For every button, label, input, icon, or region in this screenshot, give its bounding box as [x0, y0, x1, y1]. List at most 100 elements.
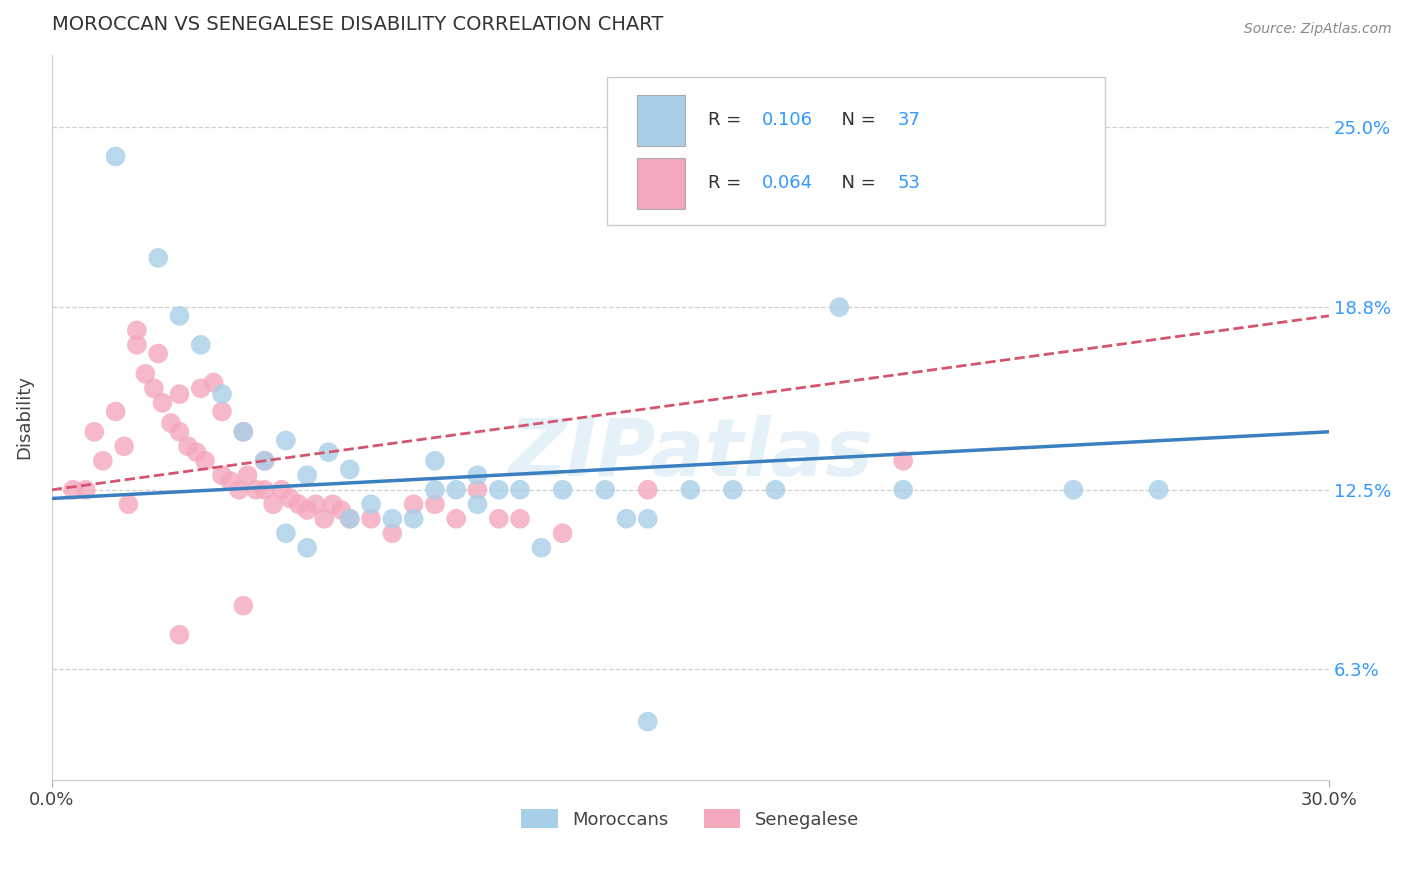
Point [295, 468, 318, 483]
Text: 0.106: 0.106 [762, 112, 813, 129]
Point [169, 628, 191, 642]
Point [152, 396, 174, 410]
Point [444, 483, 467, 497]
FancyBboxPatch shape [607, 77, 1105, 226]
Point [360, 512, 382, 526]
Point [125, 338, 148, 352]
Point [169, 425, 191, 439]
Point [891, 483, 914, 497]
Text: N =: N = [830, 174, 882, 193]
Point [295, 503, 318, 517]
Point [721, 483, 744, 497]
Point [765, 483, 787, 497]
Point [91, 454, 114, 468]
Point [467, 468, 489, 483]
Point [402, 512, 425, 526]
Point [169, 309, 191, 323]
Point [134, 367, 156, 381]
Point [616, 512, 638, 526]
Point [160, 416, 183, 430]
Point [423, 497, 446, 511]
Point [190, 381, 212, 395]
Point [891, 454, 914, 468]
Point [467, 497, 489, 511]
Point [190, 338, 212, 352]
Point [211, 387, 233, 401]
Point [186, 445, 208, 459]
Point [148, 251, 170, 265]
Point [125, 323, 148, 337]
Point [274, 526, 297, 541]
Text: R =: R = [709, 174, 747, 193]
Point [104, 404, 127, 418]
Point [339, 512, 361, 526]
Point [360, 497, 382, 511]
Point [62, 483, 84, 497]
Point [402, 497, 425, 511]
Text: N =: N = [830, 112, 882, 129]
Point [318, 445, 340, 459]
Point [83, 425, 105, 439]
Point [253, 454, 276, 468]
Point [467, 483, 489, 497]
Point [593, 483, 616, 497]
Point [211, 404, 233, 418]
Point [828, 300, 851, 314]
Point [148, 346, 170, 360]
Point [278, 491, 301, 506]
Point [444, 512, 467, 526]
Point [236, 468, 259, 483]
Point [232, 425, 254, 439]
Point [637, 512, 659, 526]
Legend: Moroccans, Senegalese: Moroccans, Senegalese [515, 802, 866, 836]
Point [339, 462, 361, 476]
Point [509, 512, 531, 526]
Point [551, 526, 574, 541]
Point [202, 376, 225, 390]
Point [551, 483, 574, 497]
Point [245, 483, 267, 497]
Point [488, 483, 510, 497]
Point [194, 454, 217, 468]
Point [177, 439, 200, 453]
Point [488, 512, 510, 526]
Text: MOROCCAN VS SENEGALESE DISABILITY CORRELATION CHART: MOROCCAN VS SENEGALESE DISABILITY CORREL… [52, 15, 664, 34]
Point [112, 439, 135, 453]
Text: 0.064: 0.064 [762, 174, 813, 193]
Point [679, 483, 702, 497]
Point [253, 454, 276, 468]
Point [322, 497, 344, 511]
Point [270, 483, 292, 497]
Point [253, 483, 276, 497]
Text: 53: 53 [897, 174, 920, 193]
Point [169, 387, 191, 401]
Bar [637, 95, 685, 145]
Point [104, 149, 127, 163]
Point [1062, 483, 1084, 497]
Point [423, 454, 446, 468]
Point [305, 497, 328, 511]
Point [314, 512, 336, 526]
Point [423, 483, 446, 497]
Point [381, 512, 404, 526]
Point [274, 434, 297, 448]
Y-axis label: Disability: Disability [15, 376, 32, 459]
Point [142, 381, 165, 395]
Point [381, 526, 404, 541]
Point [228, 483, 250, 497]
Point [295, 541, 318, 555]
Text: 37: 37 [897, 112, 920, 129]
Point [117, 497, 139, 511]
Point [509, 483, 531, 497]
Point [637, 714, 659, 729]
Point [339, 512, 361, 526]
Point [262, 497, 284, 511]
Bar [637, 158, 685, 209]
Point [637, 483, 659, 497]
Point [287, 497, 309, 511]
Point [330, 503, 353, 517]
Point [219, 474, 242, 488]
Point [211, 468, 233, 483]
Point [1147, 483, 1170, 497]
Point [232, 425, 254, 439]
